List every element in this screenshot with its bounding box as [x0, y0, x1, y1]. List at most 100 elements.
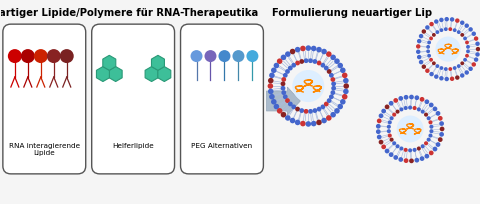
Circle shape	[466, 46, 470, 50]
Circle shape	[304, 109, 309, 114]
Circle shape	[340, 100, 346, 105]
Circle shape	[444, 68, 448, 72]
Circle shape	[277, 59, 282, 65]
Circle shape	[439, 19, 444, 23]
Circle shape	[421, 30, 426, 34]
Circle shape	[450, 18, 454, 23]
Circle shape	[285, 70, 290, 74]
Circle shape	[408, 106, 412, 110]
Circle shape	[290, 118, 295, 124]
Circle shape	[417, 55, 421, 60]
Circle shape	[281, 55, 286, 61]
FancyBboxPatch shape	[3, 25, 86, 174]
Circle shape	[291, 63, 296, 68]
Circle shape	[455, 76, 459, 80]
Circle shape	[463, 59, 467, 62]
Circle shape	[379, 140, 384, 145]
Circle shape	[283, 95, 288, 100]
Circle shape	[308, 109, 313, 114]
Circle shape	[460, 62, 464, 66]
Circle shape	[465, 54, 469, 58]
Circle shape	[429, 134, 432, 138]
Circle shape	[330, 78, 335, 82]
Circle shape	[312, 60, 317, 64]
Circle shape	[396, 110, 399, 114]
Circle shape	[430, 125, 433, 129]
Circle shape	[436, 111, 440, 116]
Circle shape	[281, 91, 286, 95]
Circle shape	[460, 34, 464, 38]
Circle shape	[419, 61, 423, 65]
Circle shape	[340, 68, 346, 74]
Circle shape	[471, 32, 476, 37]
Circle shape	[427, 41, 431, 45]
Circle shape	[438, 137, 443, 142]
Circle shape	[218, 51, 230, 63]
Polygon shape	[145, 67, 158, 82]
Circle shape	[396, 144, 399, 149]
Circle shape	[434, 20, 439, 25]
Circle shape	[416, 50, 420, 55]
Circle shape	[412, 148, 417, 152]
Text: RNA interagierende
Lipide: RNA interagierende Lipide	[9, 142, 80, 155]
Circle shape	[384, 105, 389, 110]
Circle shape	[419, 35, 423, 39]
Circle shape	[439, 122, 444, 126]
Circle shape	[409, 159, 414, 163]
Circle shape	[450, 77, 454, 82]
Circle shape	[429, 103, 433, 108]
Circle shape	[329, 95, 334, 100]
Circle shape	[417, 147, 421, 151]
Circle shape	[424, 154, 429, 159]
Circle shape	[337, 104, 343, 110]
Circle shape	[334, 109, 340, 114]
Circle shape	[381, 109, 386, 114]
Circle shape	[324, 102, 329, 107]
Circle shape	[415, 96, 419, 101]
Circle shape	[376, 124, 381, 129]
Circle shape	[394, 155, 398, 160]
Circle shape	[432, 34, 436, 38]
Circle shape	[321, 50, 327, 55]
Circle shape	[427, 138, 431, 142]
Circle shape	[327, 70, 332, 74]
Circle shape	[290, 50, 295, 55]
Circle shape	[444, 28, 448, 32]
Circle shape	[268, 89, 274, 95]
Circle shape	[420, 144, 425, 149]
Circle shape	[424, 142, 428, 146]
Circle shape	[416, 45, 420, 49]
Circle shape	[191, 51, 203, 63]
Circle shape	[316, 48, 322, 53]
Circle shape	[468, 67, 473, 72]
Circle shape	[396, 116, 423, 143]
Circle shape	[300, 121, 306, 127]
Circle shape	[439, 132, 444, 137]
Circle shape	[455, 19, 459, 24]
Circle shape	[398, 157, 403, 162]
Circle shape	[425, 69, 430, 74]
Circle shape	[460, 74, 465, 78]
Circle shape	[399, 147, 404, 151]
Circle shape	[246, 51, 258, 63]
FancyBboxPatch shape	[180, 25, 264, 174]
Circle shape	[268, 79, 274, 84]
Circle shape	[300, 109, 304, 113]
Circle shape	[404, 95, 408, 100]
Circle shape	[300, 47, 306, 52]
Circle shape	[429, 151, 433, 155]
Circle shape	[47, 50, 61, 64]
Circle shape	[404, 159, 408, 163]
Circle shape	[321, 105, 325, 110]
Circle shape	[440, 127, 444, 132]
Circle shape	[377, 135, 382, 140]
Circle shape	[465, 24, 469, 29]
Circle shape	[460, 21, 465, 26]
Circle shape	[426, 50, 430, 54]
Circle shape	[475, 42, 480, 47]
Circle shape	[453, 67, 456, 71]
Polygon shape	[96, 67, 109, 82]
Text: PEG Alternativen: PEG Alternativen	[192, 142, 252, 148]
Polygon shape	[109, 67, 122, 82]
Circle shape	[342, 94, 348, 100]
